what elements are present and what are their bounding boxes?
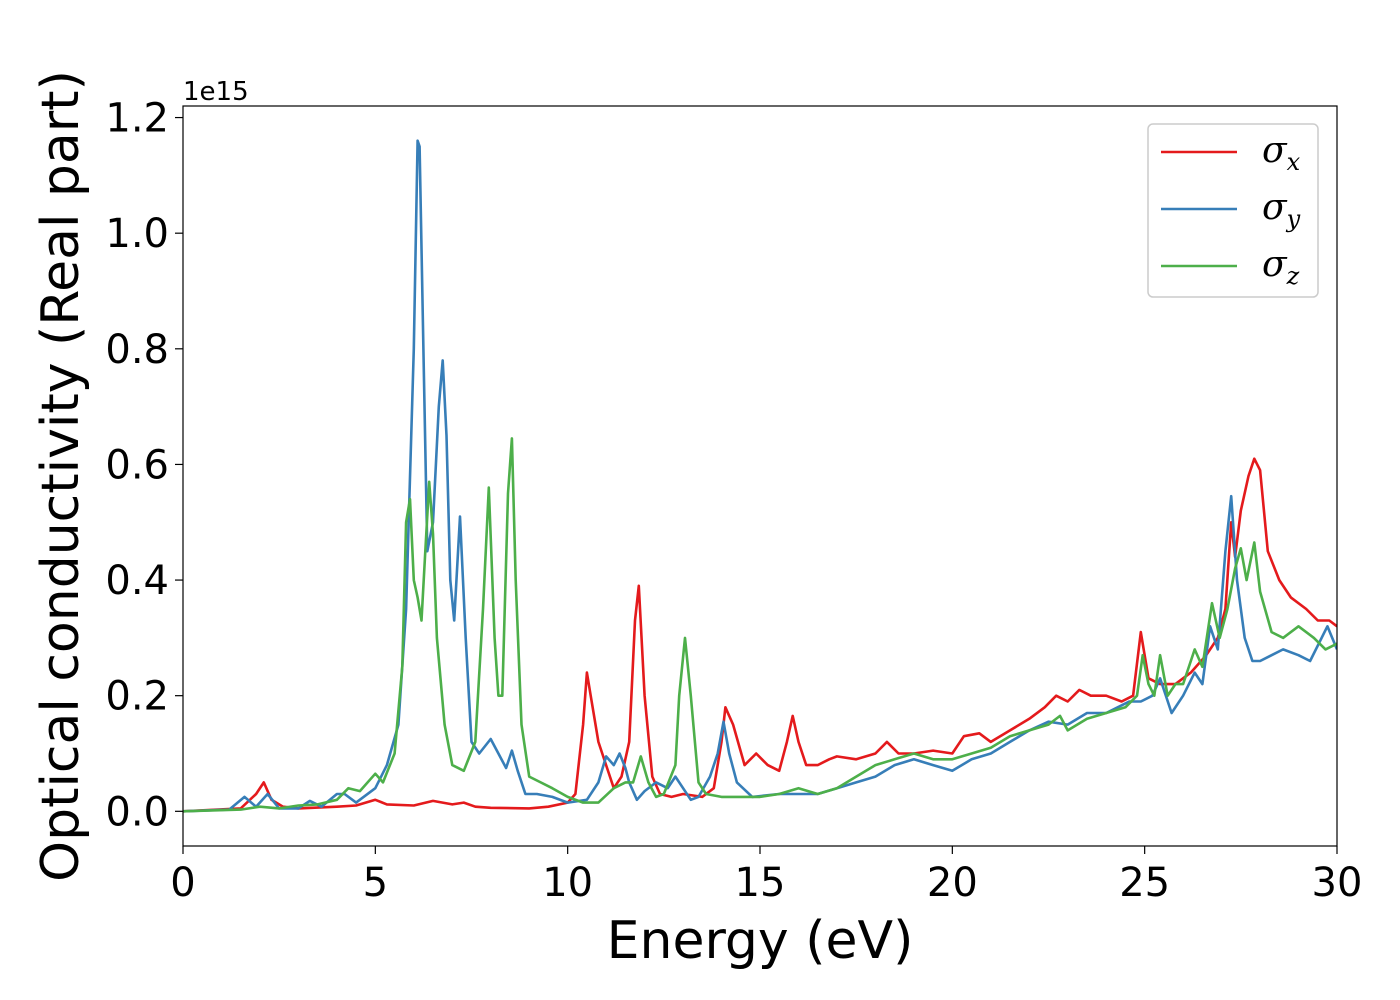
- x-tick-label: 20: [927, 860, 978, 906]
- y-tick-label: 0.4: [105, 558, 169, 604]
- series-line-z: [183, 437, 1337, 813]
- x-tick-label: 15: [735, 860, 786, 906]
- y-tick-label: 0.2: [105, 674, 169, 720]
- y-axis: 0.0 0.2 0.4 0.6 0.8 1.0 1.2: [105, 96, 183, 835]
- legend-box: [1147, 123, 1319, 298]
- x-tick-label: 10: [542, 860, 593, 906]
- series-lines: [183, 139, 1337, 813]
- x-axis: 0 5 10 15 20 25 30: [170, 846, 1362, 906]
- y-tick-label: 0.8: [105, 327, 169, 373]
- y-tick-label: 1.2: [105, 96, 169, 142]
- legend-label-z: σz: [1262, 244, 1300, 290]
- y-tick-label: 1.0: [105, 211, 169, 257]
- plot-area: [182, 105, 1338, 847]
- legend: σx σy σz: [1147, 123, 1319, 298]
- legend-label-x: σx: [1262, 130, 1301, 176]
- y-tick-label: 0.0: [105, 789, 169, 835]
- x-tick-label: 5: [363, 860, 388, 906]
- y-tick-label: 0.6: [105, 442, 169, 488]
- y-axis-title: Optical conductivity (Real part): [31, 70, 91, 882]
- x-axis-title: Energy (eV): [607, 911, 914, 971]
- x-tick-label: 0: [170, 860, 195, 906]
- plot-background: [183, 106, 1337, 846]
- x-tick-label: 30: [1312, 860, 1363, 906]
- series-line-y: [183, 139, 1337, 813]
- legend-label-y: σy: [1262, 187, 1301, 233]
- x-tick-label: 25: [1119, 860, 1170, 906]
- y-offset-label: 1e15: [183, 77, 249, 107]
